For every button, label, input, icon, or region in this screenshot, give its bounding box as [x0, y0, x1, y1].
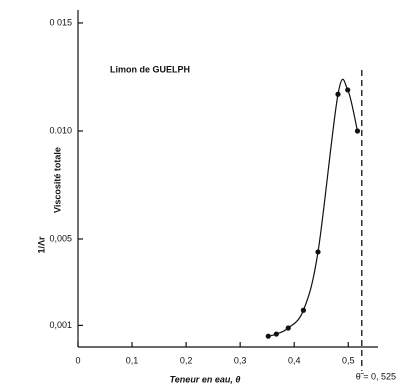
y-tick-label: 0 015 — [49, 17, 72, 27]
y-tick-label: 0,005 — [49, 233, 72, 243]
point — [354, 128, 361, 134]
annotation: θ̃ = 0, 525 — [356, 371, 396, 381]
chart-title: Limon de GUELPH — [110, 64, 190, 74]
point — [300, 307, 307, 313]
x-tick-label: 0,4 — [288, 355, 301, 365]
y-axis-symbol: 1/Λr — [36, 236, 46, 254]
y-tick-label: 0,001 — [49, 320, 72, 330]
x-tick-label: 0,5 — [342, 355, 355, 365]
point — [345, 87, 351, 93]
point — [265, 333, 271, 339]
point — [335, 91, 341, 97]
x-tick-label: 0,3 — [234, 355, 247, 365]
x-axis-label: Teneur en eau, θ — [170, 374, 241, 384]
line — [268, 78, 359, 337]
point — [315, 249, 321, 255]
point — [285, 325, 291, 331]
x-tick-label: 0,2 — [180, 355, 193, 365]
y-axis-label: Viscosité totale — [52, 147, 62, 213]
y-tick-label: 0.010 — [49, 125, 72, 135]
x-tick-label: 0,1 — [126, 355, 139, 365]
point — [273, 331, 279, 337]
x-tick-label: 0 — [75, 355, 80, 365]
